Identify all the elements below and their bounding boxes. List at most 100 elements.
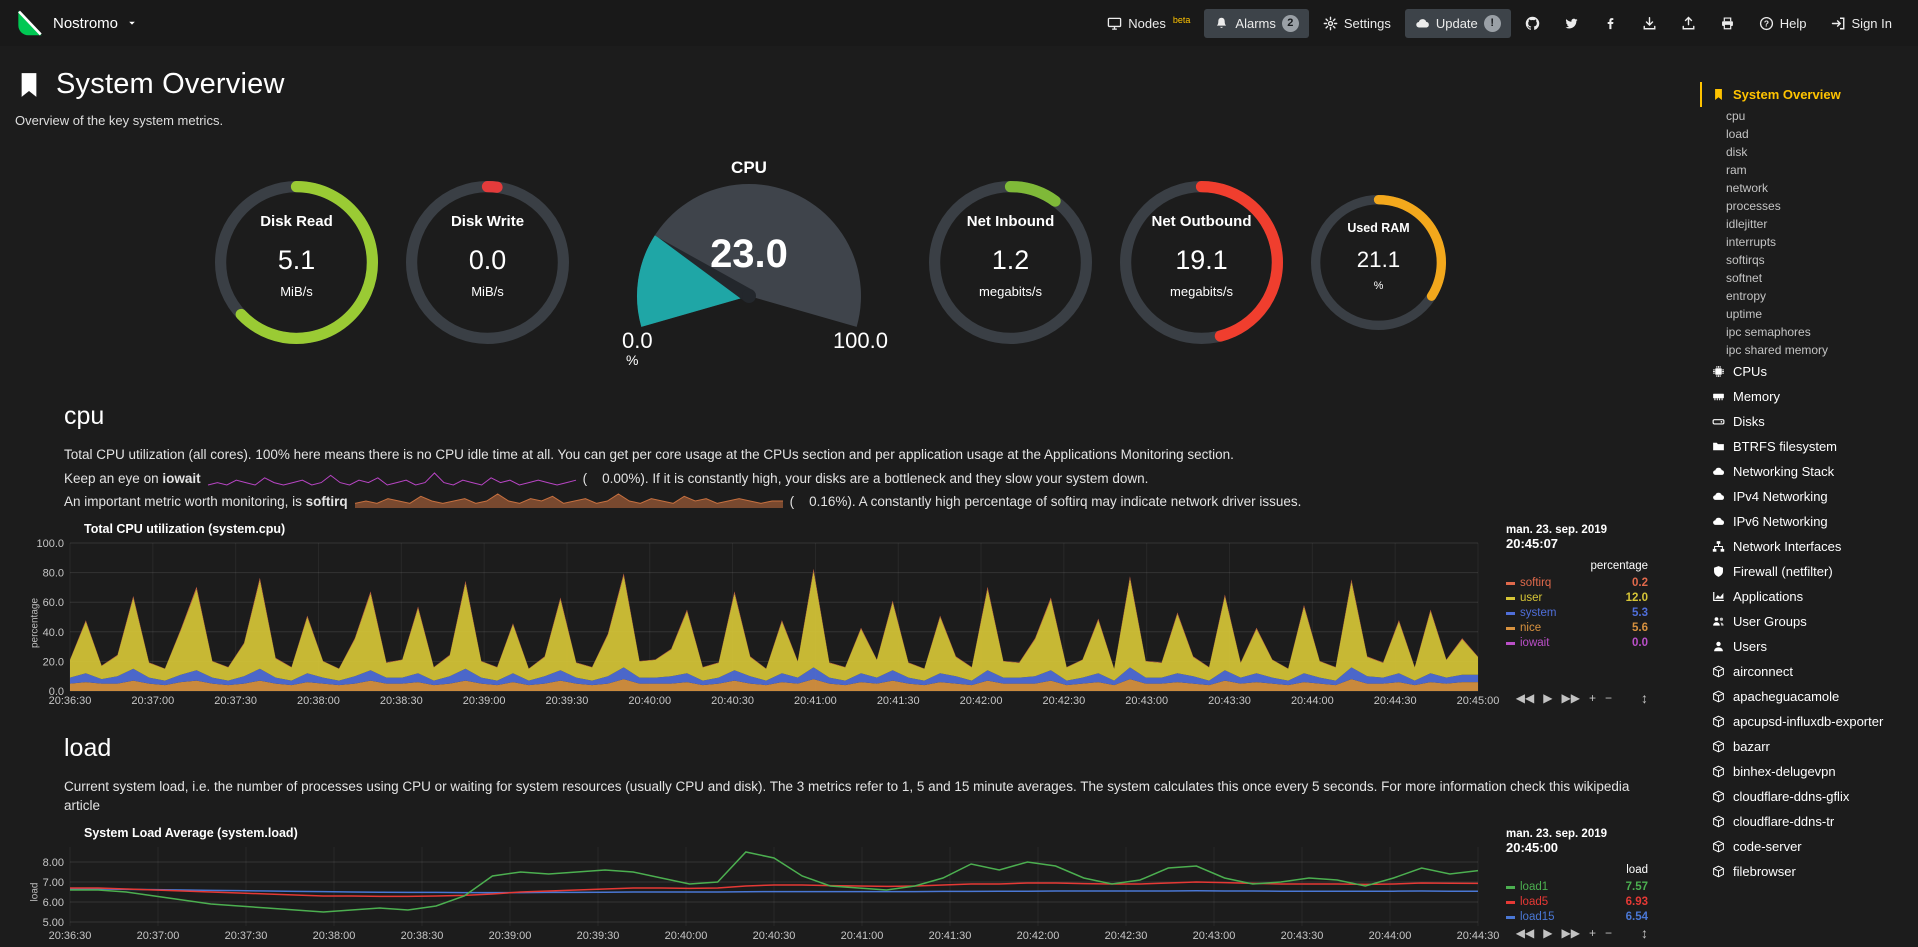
sidebar-item-ram[interactable]: ram — [1700, 161, 1912, 179]
sidebar-item-disks[interactable]: Disks — [1700, 409, 1912, 434]
layout: System Overview Overview of the key syst… — [0, 46, 1918, 947]
nav-print[interactable] — [1710, 10, 1745, 37]
hostname-menu[interactable]: Nostromo — [16, 9, 137, 37]
sidebar-item-users[interactable]: Users — [1700, 634, 1912, 659]
legend-value: 7.57 — [1625, 880, 1648, 893]
sidebar-item-softirqs[interactable]: softirqs — [1700, 251, 1912, 269]
load-plot[interactable]: 20:36:30 20:37:00 20:37:30 20:38:00 20:38:30… — [24, 842, 1499, 943]
sidebar-nav: System Overview cpu load disk ram network proc… — [1700, 46, 1918, 947]
sidebar-item-idlejitter[interactable]: idlejitter — [1700, 215, 1912, 233]
gauge-net-inbound[interactable]: Net Inbound 1.2 megabits/s — [928, 180, 1093, 345]
nav-twitter[interactable] — [1554, 10, 1589, 37]
svg-text:20:41:00: 20:41:00 — [841, 930, 884, 942]
legend-item-load1[interactable]: load1 7.57 — [1506, 880, 1648, 895]
sidebar-item-user-groups[interactable]: User Groups — [1700, 609, 1912, 634]
sidebar-item-softnet[interactable]: softnet — [1700, 269, 1912, 287]
load-zoom-in-button[interactable]: + — [1588, 925, 1596, 940]
svg-text:20:37:30: 20:37:30 — [214, 695, 257, 707]
nav-help[interactable]: Help — [1749, 10, 1817, 37]
nav-download[interactable] — [1632, 10, 1667, 37]
cpu-rewind-button[interactable]: ◀◀ — [1515, 690, 1535, 705]
sidebar-item-memory[interactable]: Memory — [1700, 384, 1912, 409]
cpu-zoom-out-button[interactable]: − — [1604, 690, 1612, 705]
cpu-plot[interactable]: 20:36:30 20:37:00 20:37:30 20:38:00 20:38:30… — [24, 538, 1499, 708]
cpu-zoom-in-button[interactable]: + — [1588, 690, 1596, 705]
legend-item-load15[interactable]: load15 6.54 — [1506, 910, 1648, 925]
hostname: Nostromo — [53, 14, 119, 32]
sidebar-item-filebrowser[interactable]: filebrowser — [1700, 859, 1912, 884]
sidebar-item-system-overview[interactable]: System Overview — [1700, 82, 1912, 107]
sidebar-item-network[interactable]: network — [1700, 179, 1912, 197]
legend-item-user[interactable]: user 12.0 — [1506, 591, 1648, 606]
nav-settings[interactable]: Settings — [1313, 10, 1401, 37]
load-forward-button[interactable]: ▶▶ — [1561, 925, 1580, 940]
cpu-play-button[interactable]: ▶ — [1543, 690, 1553, 705]
sidebar-item-applications[interactable]: Applications — [1700, 584, 1912, 609]
nav-update[interactable]: Update! — [1404, 8, 1511, 38]
load-play-button[interactable]: ▶ — [1543, 925, 1553, 940]
sidebar-item-label: User Groups — [1733, 614, 1807, 629]
sidebar-item-disk[interactable]: disk — [1700, 143, 1912, 161]
legend-swatch — [1506, 641, 1515, 645]
nav-sign-in[interactable]: Sign In — [1821, 10, 1902, 37]
sidebar-item-btrfs-filesystem[interactable]: BTRFS filesystem — [1700, 434, 1912, 459]
sidebar-item-uptime[interactable]: uptime — [1700, 305, 1912, 323]
print-icon — [1720, 16, 1735, 31]
nav-github[interactable] — [1515, 10, 1550, 37]
sidebar-item-networking-stack[interactable]: Networking Stack — [1700, 459, 1912, 484]
main-content: System Overview Overview of the key syst… — [0, 46, 1700, 947]
load-zoom-out-button[interactable]: − — [1604, 925, 1612, 940]
legend-value: 0.2 — [1632, 576, 1648, 589]
cpu-resize-handle[interactable]: ↕ — [1641, 689, 1648, 706]
sidebar-item-interrupts[interactable]: interrupts — [1700, 233, 1912, 251]
svg-text:20:39:00: 20:39:00 — [463, 695, 506, 707]
sidebar-item-entropy[interactable]: entropy — [1700, 287, 1912, 305]
sidebar-item-cpu[interactable]: cpu — [1700, 107, 1912, 125]
svg-text:20:45:00: 20:45:00 — [1457, 695, 1500, 707]
sidebar-item-apacheguacamole[interactable]: apacheguacamole — [1700, 684, 1912, 709]
cloud-icon — [1415, 16, 1430, 31]
nav-nodes[interactable]: Nodes beta — [1097, 10, 1200, 37]
cpu-legend-header: percentage — [1590, 559, 1648, 572]
load-rewind-button[interactable]: ◀◀ — [1515, 925, 1535, 940]
sidebar-item-code-server[interactable]: code-server — [1700, 834, 1912, 859]
network-icon — [1712, 540, 1725, 553]
cpu-legend: man. 23. sep. 2019 20:45:07 percentage soft… — [1506, 522, 1648, 708]
sidebar-item-network-interfaces[interactable]: Network Interfaces — [1700, 534, 1912, 559]
sidebar-item-label: softirqs — [1726, 252, 1765, 267]
sidebar-item-bazarr[interactable]: bazarr — [1700, 734, 1912, 759]
sidebar-item-firewall-netfilter[interactable]: Firewall (netfilter) — [1700, 559, 1912, 584]
sidebar-item-ipv4-networking[interactable]: IPv4 Networking — [1700, 484, 1912, 509]
gauge-disk-write[interactable]: Disk Write 0.0 MiB/s — [405, 180, 570, 345]
cpu-forward-button[interactable]: ▶▶ — [1561, 690, 1580, 705]
nav-alarms[interactable]: Alarms 2 — [1204, 8, 1309, 38]
sidebar-item-apcupsd-influxdb-exporter[interactable]: apcupsd-influxdb-exporter — [1700, 709, 1912, 734]
sidebar-item-cpus[interactable]: CPUs — [1700, 359, 1912, 384]
sidebar-item-load[interactable]: load — [1700, 125, 1912, 143]
gauge-used-ram[interactable]: Used RAM 21.1% — [1310, 194, 1447, 331]
legend-name: system — [1520, 606, 1557, 619]
legend-item-softirq[interactable]: softirq 0.2 — [1506, 576, 1648, 591]
legend-item-system[interactable]: system 5.3 — [1506, 606, 1648, 621]
sidebar-item-ipc-shared-memory[interactable]: ipc shared memory — [1700, 341, 1912, 359]
section-title-cpu[interactable]: cpu — [64, 402, 105, 430]
gauge-disk-read[interactable]: Disk Read 5.1 MiB/s — [214, 180, 379, 345]
sidebar-item-ipc-semaphores[interactable]: ipc semaphores — [1700, 323, 1912, 341]
legend-item-load5[interactable]: load5 6.93 — [1506, 895, 1648, 910]
sidebar-item-binhex-delugevpn[interactable]: binhex-delugevpn — [1700, 759, 1912, 784]
nav-facebook[interactable] — [1593, 10, 1628, 37]
sidebar-item-label: Network Interfaces — [1733, 539, 1842, 554]
gauge-cpu[interactable]: CPU 23.0 0.0 100.0% — [596, 158, 902, 368]
legend-item-iowait[interactable]: iowait 0.0 — [1506, 636, 1648, 651]
nav-upload[interactable] — [1671, 10, 1706, 37]
sidebar-item-airconnect[interactable]: airconnect — [1700, 659, 1912, 684]
sidebar-item-processes[interactable]: processes — [1700, 197, 1912, 215]
gauge-net-outbound[interactable]: Net Outbound 19.1 megabits/s — [1119, 180, 1284, 345]
section-title-load[interactable]: load — [64, 733, 112, 762]
legend-item-nice[interactable]: nice 5.6 — [1506, 621, 1648, 636]
load-resize-handle[interactable]: ↕ — [1641, 924, 1648, 941]
sidebar-item-cloudflare-ddns-tr[interactable]: cloudflare-ddns-tr — [1700, 809, 1912, 834]
cpu-gauge-units: % — [626, 352, 639, 368]
sidebar-item-ipv6-networking[interactable]: IPv6 Networking — [1700, 509, 1912, 534]
sidebar-item-cloudflare-ddns-gflix[interactable]: cloudflare-ddns-gflix — [1700, 784, 1912, 809]
